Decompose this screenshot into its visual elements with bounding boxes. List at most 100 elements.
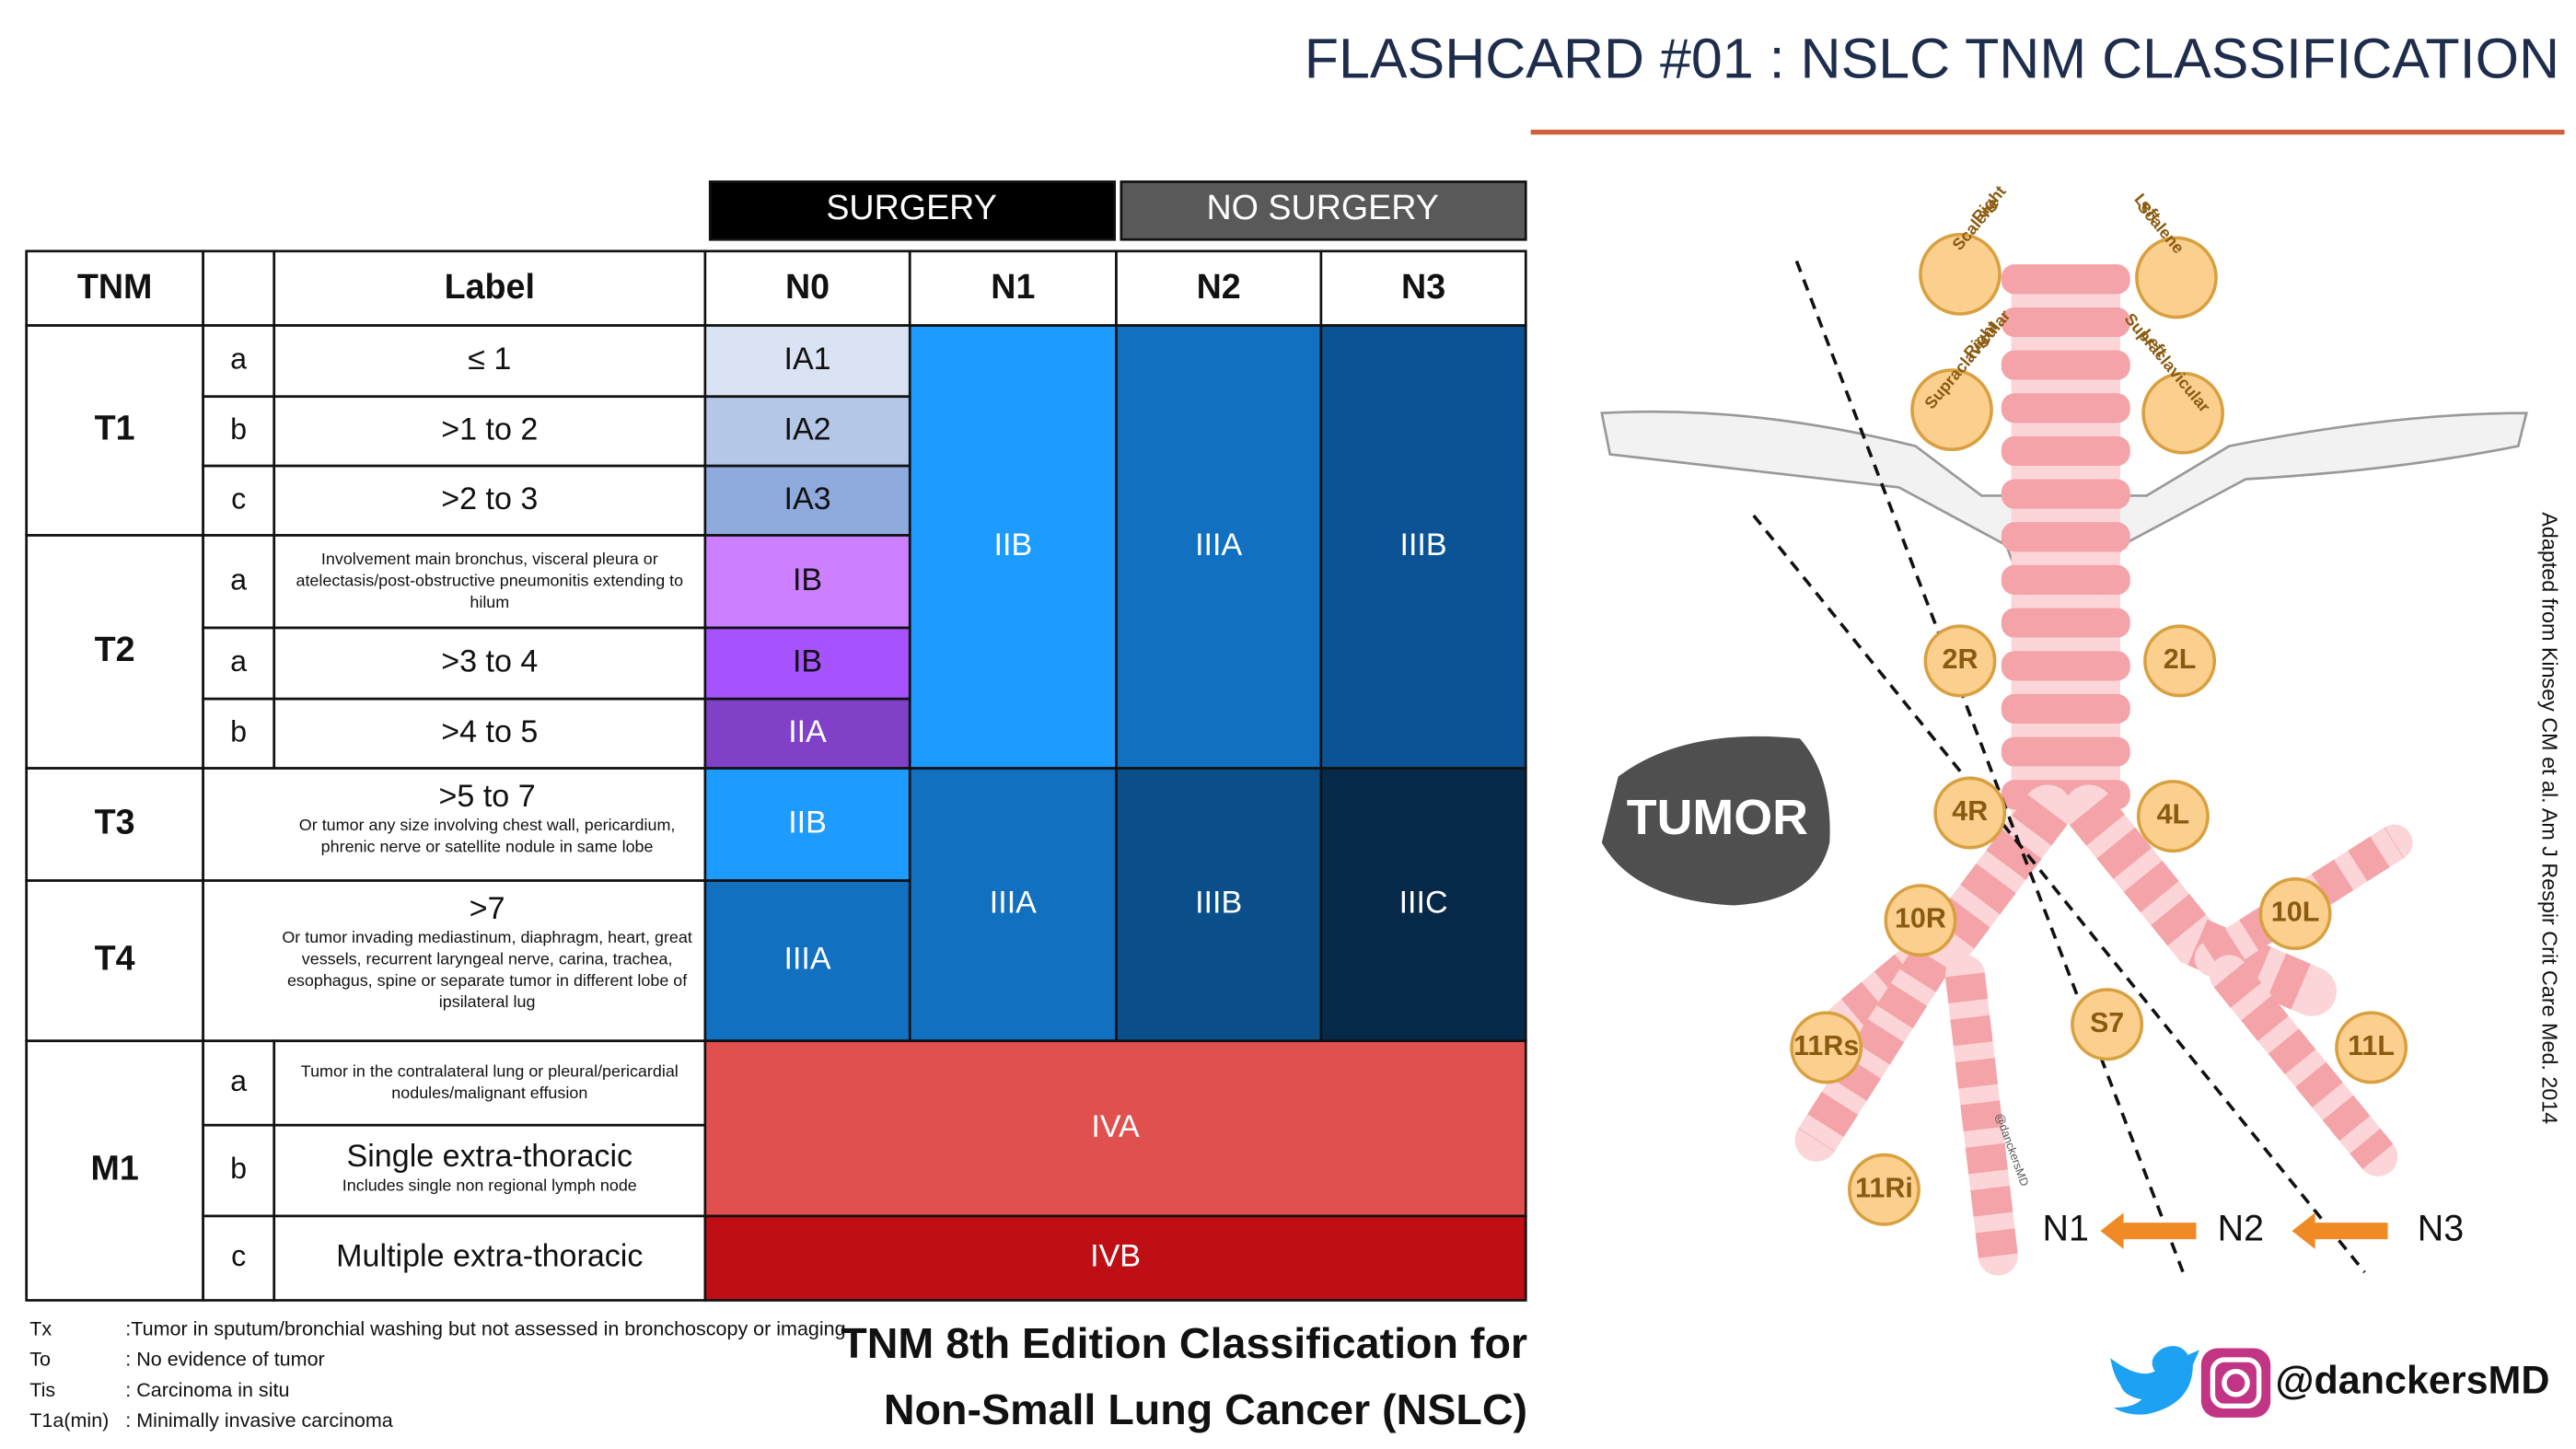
legend-desc: : No evidence of tumor — [125, 1349, 324, 1371]
lymph-node — [1884, 884, 1957, 957]
note: Involvement main bronchus, visceral pleu… — [321, 550, 658, 568]
cell — [202, 1039, 276, 1127]
trachea-gap — [2011, 551, 2120, 565]
column-header: N3 — [1401, 267, 1445, 306]
stage: IB — [793, 562, 822, 597]
lymph-node — [2071, 988, 2144, 1061]
lymph-node — [2335, 1011, 2408, 1084]
subcategory: a — [230, 562, 247, 596]
arrow — [2100, 1212, 2197, 1249]
stage-cell — [703, 767, 911, 882]
lymph-node — [1910, 368, 1993, 451]
stage-cell — [703, 395, 911, 468]
note: vessels, recurrent laryngeal nerve, cari… — [302, 949, 673, 968]
zone-divider — [1752, 514, 2366, 1274]
cell — [202, 1123, 276, 1218]
cell — [202, 767, 707, 882]
twitter-icon[interactable] — [2110, 1346, 2200, 1415]
legend-term: Tx — [29, 1317, 52, 1339]
citation: Adapted from Kinsey CM et al. Am J Respi… — [2537, 512, 2561, 1124]
label: >5 to 7 — [439, 779, 536, 814]
label: >7 — [470, 891, 505, 926]
legend-desc: :Tumor in sputum/bronchial washing but n… — [125, 1317, 845, 1339]
station-label: 2R — [1942, 643, 1978, 675]
trachea-ring — [2001, 479, 2130, 509]
note: nodules/malignant effusion — [391, 1084, 587, 1102]
tumor-label: TUMOR — [1627, 790, 1808, 845]
trachea-ring — [2001, 693, 2130, 724]
stage: IIA — [788, 714, 827, 749]
zone-divider — [1794, 260, 2185, 1273]
lymph-node — [2135, 236, 2218, 319]
category: T2 — [95, 630, 135, 668]
station-label: 4R — [1952, 795, 1988, 827]
trachea-gap — [2011, 766, 2120, 781]
station-label: 4L — [2157, 799, 2190, 830]
trachea-gap — [2011, 379, 2120, 394]
note: ipsilateral lug — [439, 992, 536, 1011]
cell — [202, 1214, 276, 1302]
lymph-node — [1919, 233, 2002, 316]
cell — [273, 324, 707, 399]
category: T4 — [95, 939, 135, 978]
category-cell — [25, 324, 204, 537]
stage: IA2 — [783, 412, 830, 446]
bronchus-ring — [2213, 962, 2394, 1169]
subcategory: c — [231, 481, 246, 515]
lymph-node — [1848, 1153, 1920, 1226]
label: >4 to 5 — [441, 714, 538, 749]
lymph-node — [2136, 780, 2210, 853]
legend-term: To — [29, 1349, 51, 1371]
cell-text: SURGERY — [826, 188, 996, 226]
stage: IA3 — [783, 481, 830, 516]
column-header: N1 — [991, 267, 1035, 306]
category-cell — [25, 534, 204, 770]
category: M1 — [91, 1149, 139, 1188]
trachea-gap — [2011, 466, 2120, 480]
trachea-gap — [2011, 724, 2120, 737]
note: Includes single non regional lymph node — [342, 1176, 637, 1194]
label: >3 to 4 — [441, 644, 538, 679]
caption: Non-Small Lung Cancer (NSLC) — [884, 1385, 1527, 1433]
instagram-glyph — [2210, 1357, 2262, 1409]
stage: IIB — [788, 806, 827, 840]
header-cell — [202, 249, 276, 327]
cell — [202, 324, 276, 399]
bronchus-ring — [2070, 794, 2322, 1014]
legend-desc: : Carcinoma in situ — [125, 1379, 289, 1401]
stage: IIB — [994, 527, 1033, 562]
label: Single extra-thoracic — [347, 1139, 633, 1174]
trachea-ring — [2001, 651, 2130, 681]
cell — [273, 534, 707, 630]
trachea-ring — [2001, 307, 2130, 338]
label: >2 to 3 — [441, 481, 538, 516]
cell — [202, 626, 276, 701]
subcategory: a — [230, 644, 247, 678]
category-cell — [25, 879, 204, 1043]
column-header: TNM — [77, 267, 153, 306]
trachea-gap — [2011, 294, 2120, 307]
label: ≤ 1 — [468, 342, 511, 377]
lymph-node — [2141, 371, 2224, 455]
category-cell — [25, 1039, 204, 1302]
header-cell — [908, 249, 1118, 327]
stage: IIIA — [990, 886, 1037, 921]
zone-label: N1 — [2043, 1209, 2089, 1249]
stage-cell — [703, 879, 911, 1043]
stage: IIIC — [1399, 886, 1448, 921]
stage: IIIA — [784, 942, 831, 977]
subcategory: b — [230, 412, 247, 446]
label: Multiple extra-thoracic — [336, 1239, 643, 1274]
station-label: 11L — [2348, 1030, 2395, 1061]
lymph-node — [2258, 877, 2332, 950]
subcategory: c — [231, 1239, 246, 1272]
bronchus-ring — [1833, 794, 2068, 1044]
instagram-icon[interactable] — [2200, 1348, 2271, 1418]
station-label: 10L — [2271, 897, 2320, 928]
handle: @danckersMD — [2276, 1359, 2550, 1403]
trachea-gap — [2011, 423, 2120, 436]
subcategory: b — [230, 1152, 247, 1185]
trachea-gap — [2011, 508, 2120, 523]
